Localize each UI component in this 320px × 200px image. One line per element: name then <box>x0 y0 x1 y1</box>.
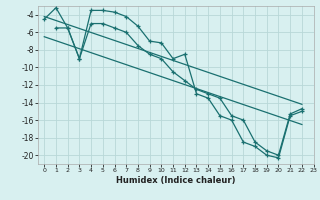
X-axis label: Humidex (Indice chaleur): Humidex (Indice chaleur) <box>116 176 236 185</box>
